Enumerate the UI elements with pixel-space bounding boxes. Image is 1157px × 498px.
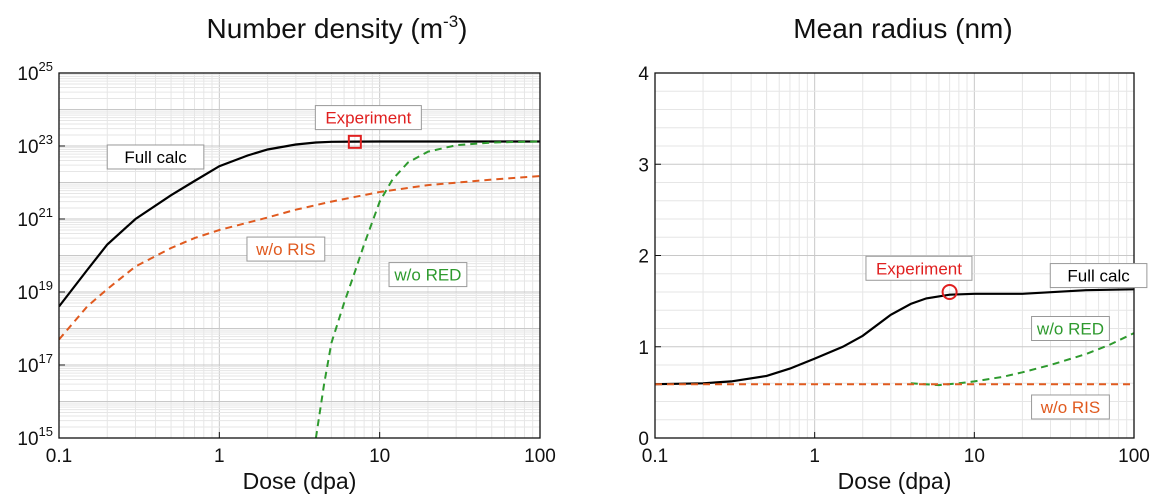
annotation-label: Experiment <box>876 259 962 278</box>
series-group <box>59 140 540 438</box>
series-line-full-calc <box>655 288 1134 386</box>
annotation-label: Experiment <box>325 109 411 128</box>
experiment-marker <box>941 284 958 300</box>
x-tick-label: 10 <box>964 446 985 467</box>
grid-lines <box>59 73 540 438</box>
annotation-label: w/o RIS <box>255 240 316 259</box>
series-line-w-o-red <box>314 140 540 438</box>
y-tick-label: 1019 <box>17 278 53 304</box>
annotation-box <box>246 236 326 262</box>
chart-title: Number density (m-3) <box>207 12 468 44</box>
annotation-label: w/o RIS <box>1040 398 1101 417</box>
y-tick-label: 2 <box>638 247 649 268</box>
x-tick-label: 100 <box>1118 446 1150 467</box>
y-tick-label: 4 <box>638 64 649 85</box>
chart-2: 0.1 1 10 100 0 1 2 3 4 Mean radius (nm) Dose (dpa)… <box>638 13 1149 494</box>
annotation-box <box>865 255 973 281</box>
experiment-marker <box>347 134 362 149</box>
chart-title: Mean radius (nm) <box>793 13 1012 44</box>
series-line-w-o-ris <box>59 175 540 341</box>
plot-frame <box>58 72 541 439</box>
annotation-box <box>1031 394 1110 420</box>
x-tick-label: 10 <box>369 446 390 467</box>
grid-lines <box>655 73 1134 438</box>
series-group <box>655 288 1134 387</box>
annotation-box <box>314 105 422 131</box>
annotation-label: Full calc <box>1067 267 1130 286</box>
y-tick-label: 1 <box>638 338 649 359</box>
annotation-label: w/o RED <box>1036 320 1104 339</box>
y-tick-label: 1023 <box>17 132 53 158</box>
chart-1: 0.1 1 10 100 1015 1017 1019 1021 1023 1025 Number … <box>17 12 555 494</box>
annotation-box <box>1031 316 1110 341</box>
series-line-full-calc <box>59 140 540 308</box>
annotation-box <box>388 262 468 288</box>
x-tick-label: 0.1 <box>642 446 668 467</box>
x-axis-label: Dose (dpa) <box>243 468 357 494</box>
annotation-box <box>1049 263 1148 289</box>
y-tick-label: 1017 <box>17 351 53 377</box>
x-axis-label: Dose (dpa) <box>838 468 952 494</box>
annotation-label: Full calc <box>124 148 187 167</box>
annotation-box <box>106 144 205 170</box>
x-tick-label: 0.1 <box>46 446 72 467</box>
y-tick-label: 3 <box>638 155 649 176</box>
annotation-label: w/o RED <box>393 266 461 285</box>
y-tick-label: 1025 <box>17 59 53 85</box>
x-tick-label: 100 <box>524 446 556 467</box>
y-tick-label: 0 <box>638 429 649 450</box>
x-tick-label: 1 <box>214 446 225 467</box>
x-tick-label: 1 <box>809 446 820 467</box>
y-tick-label: 1021 <box>17 205 53 231</box>
y-tick-label: 1015 <box>17 424 53 450</box>
